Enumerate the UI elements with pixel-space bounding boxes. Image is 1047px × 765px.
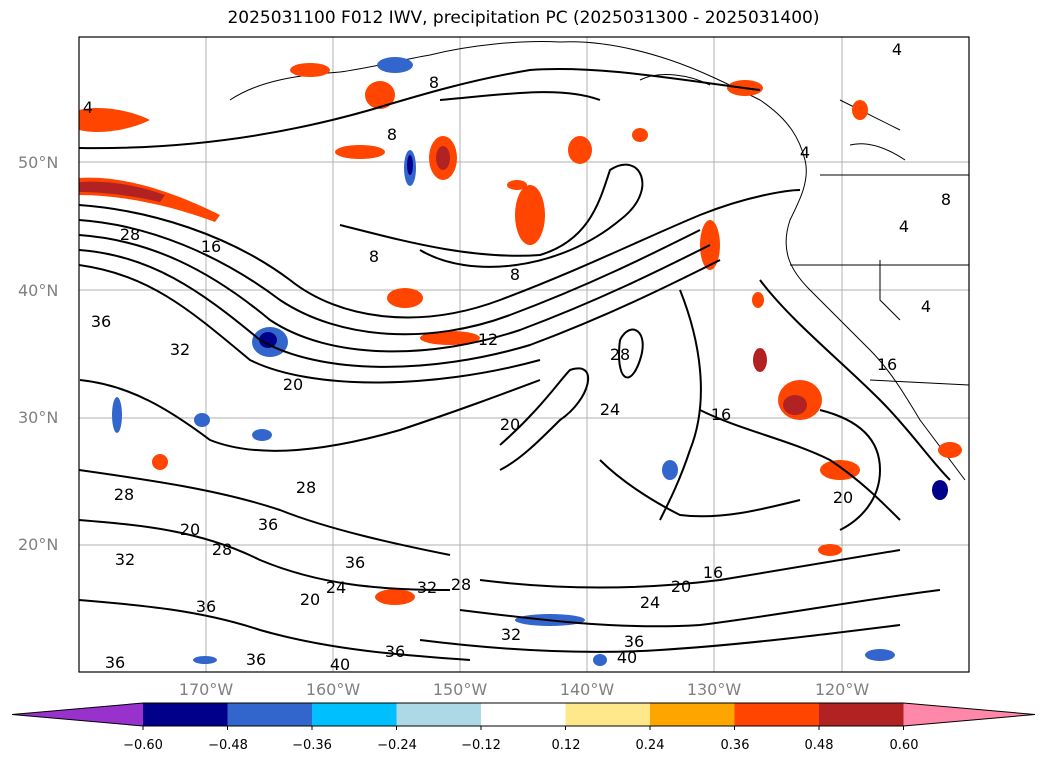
colorbar-bin (565, 703, 651, 726)
colorbar-bin (396, 703, 482, 726)
coastlines (229, 41, 969, 481)
contour-label: 16 (201, 237, 221, 256)
contour-label: 8 (510, 265, 520, 284)
contour-label: 16 (703, 563, 723, 582)
colorbar-tick-label: −0.60 (123, 738, 163, 753)
contour-label: 28 (610, 345, 630, 364)
iwv-contours (79, 68, 951, 661)
contour-label: 32 (170, 340, 190, 359)
contour-label: 20 (283, 375, 303, 394)
colorbar-tick-label: 0.12 (551, 738, 581, 753)
map-plot-area: 4 4 4 8 8 8 8 28 16 36 32 20 12 28 24 20 16 20 28 28 20 36 28 3… (79, 37, 969, 674)
contour-label: 36 (105, 653, 125, 672)
contour-label: 8 (387, 125, 397, 144)
contour-label: 36 (345, 553, 365, 572)
contour-label: 20 (180, 520, 200, 539)
contour-label: 32 (417, 578, 437, 597)
colorbar-bin (143, 703, 228, 726)
colorbar (11, 702, 1036, 730)
contour-label: 20 (671, 577, 691, 596)
contour-label: 28 (120, 225, 140, 244)
colorbar-extend-high (903, 703, 1035, 726)
contour-label: 36 (258, 515, 278, 534)
contour-label: 4 (921, 297, 931, 316)
lon-label-140w: 140°W (559, 680, 615, 699)
contour-labels: 4 4 4 8 8 8 8 28 16 36 32 20 12 28 24 20 16 20 28 28 20 36 28 3… (83, 40, 951, 674)
colorbar-tick-label: −0.24 (377, 738, 417, 753)
colorbar-tick-label: −0.36 (292, 738, 332, 753)
colorbar-bin (481, 703, 566, 726)
contour-label: 24 (600, 400, 620, 419)
contour-label: 36 (196, 597, 216, 616)
contour-label: 20 (300, 590, 320, 609)
contour-label: 28 (114, 485, 134, 504)
contour-label: 16 (711, 405, 731, 424)
contour-label: 36 (385, 642, 405, 661)
lon-label-160w: 160°W (305, 680, 361, 699)
contour-label: 8 (941, 190, 951, 209)
contour-label: 36 (624, 632, 644, 651)
lon-label-120w: 120°W (814, 680, 870, 699)
colorbar-tick-label: −0.48 (208, 738, 248, 753)
contour-label: 12 (478, 330, 498, 349)
colorbar-tick-label: 0.60 (889, 738, 919, 753)
contour-label: 4 (899, 217, 909, 236)
lon-label-130w: 130°W (686, 680, 742, 699)
lat-label-40: 40°N (18, 281, 59, 300)
colorbar-tick-label: 0.48 (804, 738, 834, 753)
colorbar-bin (819, 703, 904, 726)
colorbar-bin (227, 703, 313, 726)
lon-label-150w: 150°W (432, 680, 488, 699)
colorbar-tick-label: −0.12 (461, 738, 501, 753)
colorbar-bin (312, 703, 397, 726)
lat-label-30: 30°N (18, 408, 59, 427)
lat-label-50: 50°N (18, 153, 59, 172)
contour-label: 24 (326, 578, 346, 597)
colorbar-bin (650, 703, 735, 726)
contour-label: 24 (640, 593, 660, 612)
map-title: 2025031100 F012 IWV, precipitation PC (2… (227, 8, 820, 28)
contour-label: 16 (877, 355, 897, 374)
lon-label-170w: 170°W (178, 680, 234, 699)
contour-label: 8 (429, 73, 439, 92)
contour-label: 4 (83, 98, 93, 117)
precip-anomaly-fills (79, 57, 962, 666)
contour-label: 28 (212, 540, 232, 559)
contour-label: 28 (451, 575, 471, 594)
contour-label: 32 (501, 625, 521, 644)
colorbar-bin (734, 703, 820, 726)
contour-label: 20 (500, 415, 520, 434)
lat-label-20: 20°N (18, 535, 59, 554)
contour-label: 4 (800, 143, 810, 162)
contour-label: 20 (833, 488, 853, 507)
colorbar-tick-label: 0.36 (720, 738, 750, 753)
contour-label: 32 (115, 550, 135, 569)
map-frame (78, 36, 970, 673)
contour-label: 36 (246, 650, 266, 669)
contour-label: 40 (330, 655, 350, 674)
contour-label: 36 (91, 312, 111, 331)
contour-label: 28 (296, 478, 316, 497)
colorbar-extend-low (12, 703, 143, 726)
contour-label: 8 (369, 247, 379, 266)
contour-label: 4 (892, 40, 902, 59)
colorbar-tick-label: 0.24 (635, 738, 665, 753)
contour-label: 40 (617, 648, 637, 667)
